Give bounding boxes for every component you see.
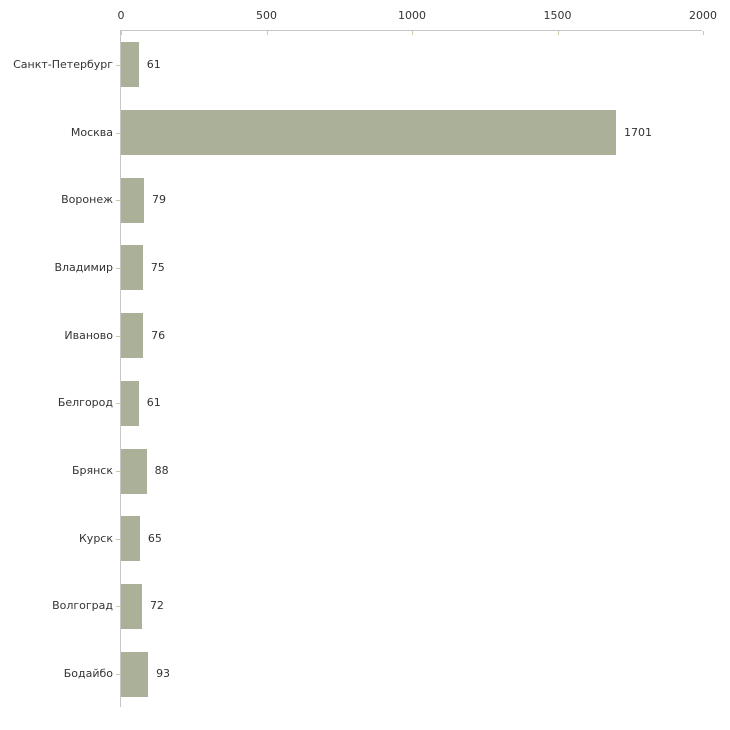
bar-value-label: 1701 (623, 125, 652, 139)
x-tick-label: 2000 (689, 9, 717, 22)
y-tick-mark (116, 538, 121, 540)
x-tick-mark (412, 31, 413, 35)
bar (121, 177, 144, 223)
y-tick-mark (116, 64, 121, 66)
bar-row: Москва 1701 (71, 99, 702, 167)
bar (121, 380, 139, 426)
y-tick-mark (116, 471, 121, 473)
bar (121, 42, 139, 88)
bar-row: Бодайбо 93 (64, 640, 702, 708)
category-label: Белгород (57, 396, 113, 410)
y-tick-mark (116, 674, 121, 676)
plot-area: 0 500 1000 1500 2000 Санкт-Петербург 61 Москва… (13, 9, 717, 708)
y-tick-mark (116, 335, 121, 337)
bar-value-label: 76 (151, 328, 166, 342)
x-tick-mark (121, 31, 122, 35)
bar-value-label: 93 (156, 667, 171, 681)
category-label: Брянск (71, 464, 113, 478)
category-label: Иваново (64, 328, 113, 342)
bar-row: Иваново 76 (64, 302, 702, 370)
x-tick-label: 1000 (398, 9, 426, 22)
bar-row: Волгоград 72 (52, 573, 702, 641)
bar (121, 583, 142, 629)
bar-row: Брянск 88 (72, 437, 702, 505)
y-tick-mark (116, 403, 121, 405)
x-tick-mark (703, 31, 704, 35)
y-tick-mark (116, 200, 121, 202)
category-label: Бодайбо (63, 667, 113, 681)
x-tick-mark (557, 31, 559, 35)
bar-row: Белгород 61 (58, 370, 702, 438)
y-tick-mark (116, 132, 121, 134)
bar-value-label: 75 (150, 260, 165, 274)
bar-row: Воронеж 79 (61, 166, 702, 234)
x-tick-mark (266, 31, 268, 35)
x-tick-label: 500 (256, 9, 277, 22)
category-label: Воронеж (61, 193, 113, 207)
bar-row: Владимир 75 (54, 234, 702, 302)
bar-value-label: 61 (146, 57, 161, 71)
bar (121, 245, 143, 291)
bar (121, 516, 140, 562)
y-tick-mark (116, 267, 121, 269)
category-label: Санкт-Петербург (13, 57, 113, 71)
x-tick-label: 1500 (543, 9, 572, 22)
bar-value-label: 88 (154, 464, 169, 478)
bar-value-label: 61 (146, 396, 161, 410)
category-label: Владимир (54, 260, 113, 274)
bar (121, 313, 144, 359)
bar-value-label: 79 (151, 193, 166, 207)
y-tick-mark (116, 606, 121, 608)
bar-value-label: 65 (147, 531, 162, 545)
category-label: Москва (70, 125, 113, 139)
bar (121, 651, 149, 697)
bar-row: Курск 65 (79, 505, 702, 573)
category-label: Курск (79, 531, 113, 545)
bar (121, 448, 147, 494)
category-label: Волгоград (52, 599, 113, 613)
bar-value-label: 72 (149, 599, 164, 613)
x-tick-label: 0 (117, 9, 125, 22)
bar (121, 110, 616, 156)
bar-row: Санкт-Петербург 61 (13, 31, 702, 99)
